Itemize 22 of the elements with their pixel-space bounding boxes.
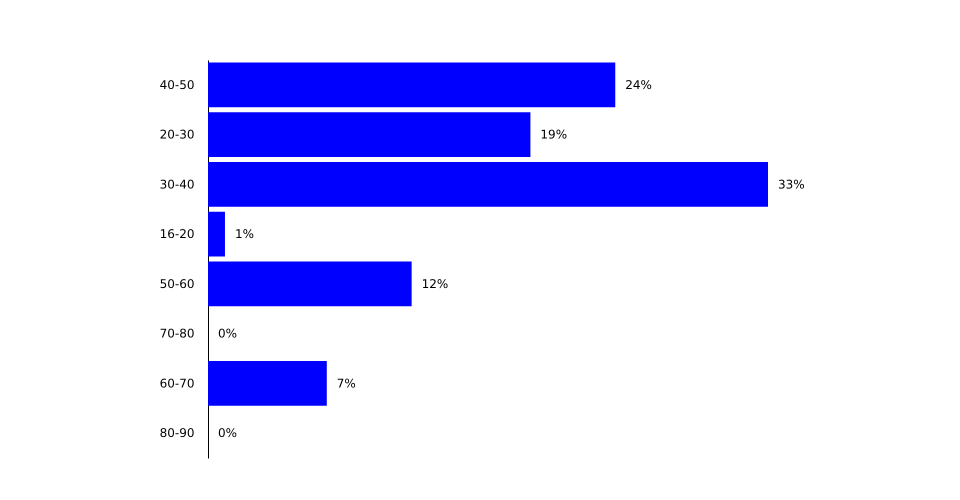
bar (208, 112, 530, 158)
bar (208, 360, 327, 406)
y-tick-label: 50-60 (160, 276, 194, 291)
bar (208, 62, 616, 108)
y-tick-label: 70-80 (160, 326, 194, 341)
data-label: 1% (234, 227, 254, 242)
y-tick-label: 40-50 (160, 78, 194, 92)
y-tick-label: 30-40 (160, 177, 194, 192)
y-tick-label: 60-70 (160, 376, 194, 390)
y-tick-label: 80-90 (160, 426, 194, 440)
bar (208, 162, 768, 207)
data-label: 33% (778, 177, 805, 192)
y-tick-label: 20-30 (160, 128, 194, 142)
bar (208, 212, 225, 257)
data-label: 7% (336, 376, 356, 390)
data-label: 0% (218, 426, 238, 440)
data-label: 24% (625, 78, 652, 92)
data-label: 19% (540, 128, 568, 142)
y-tick-label: 16-20 (160, 227, 194, 242)
data-label: 12% (422, 276, 448, 291)
bar (208, 261, 412, 306)
data-label: 0% (218, 326, 238, 341)
